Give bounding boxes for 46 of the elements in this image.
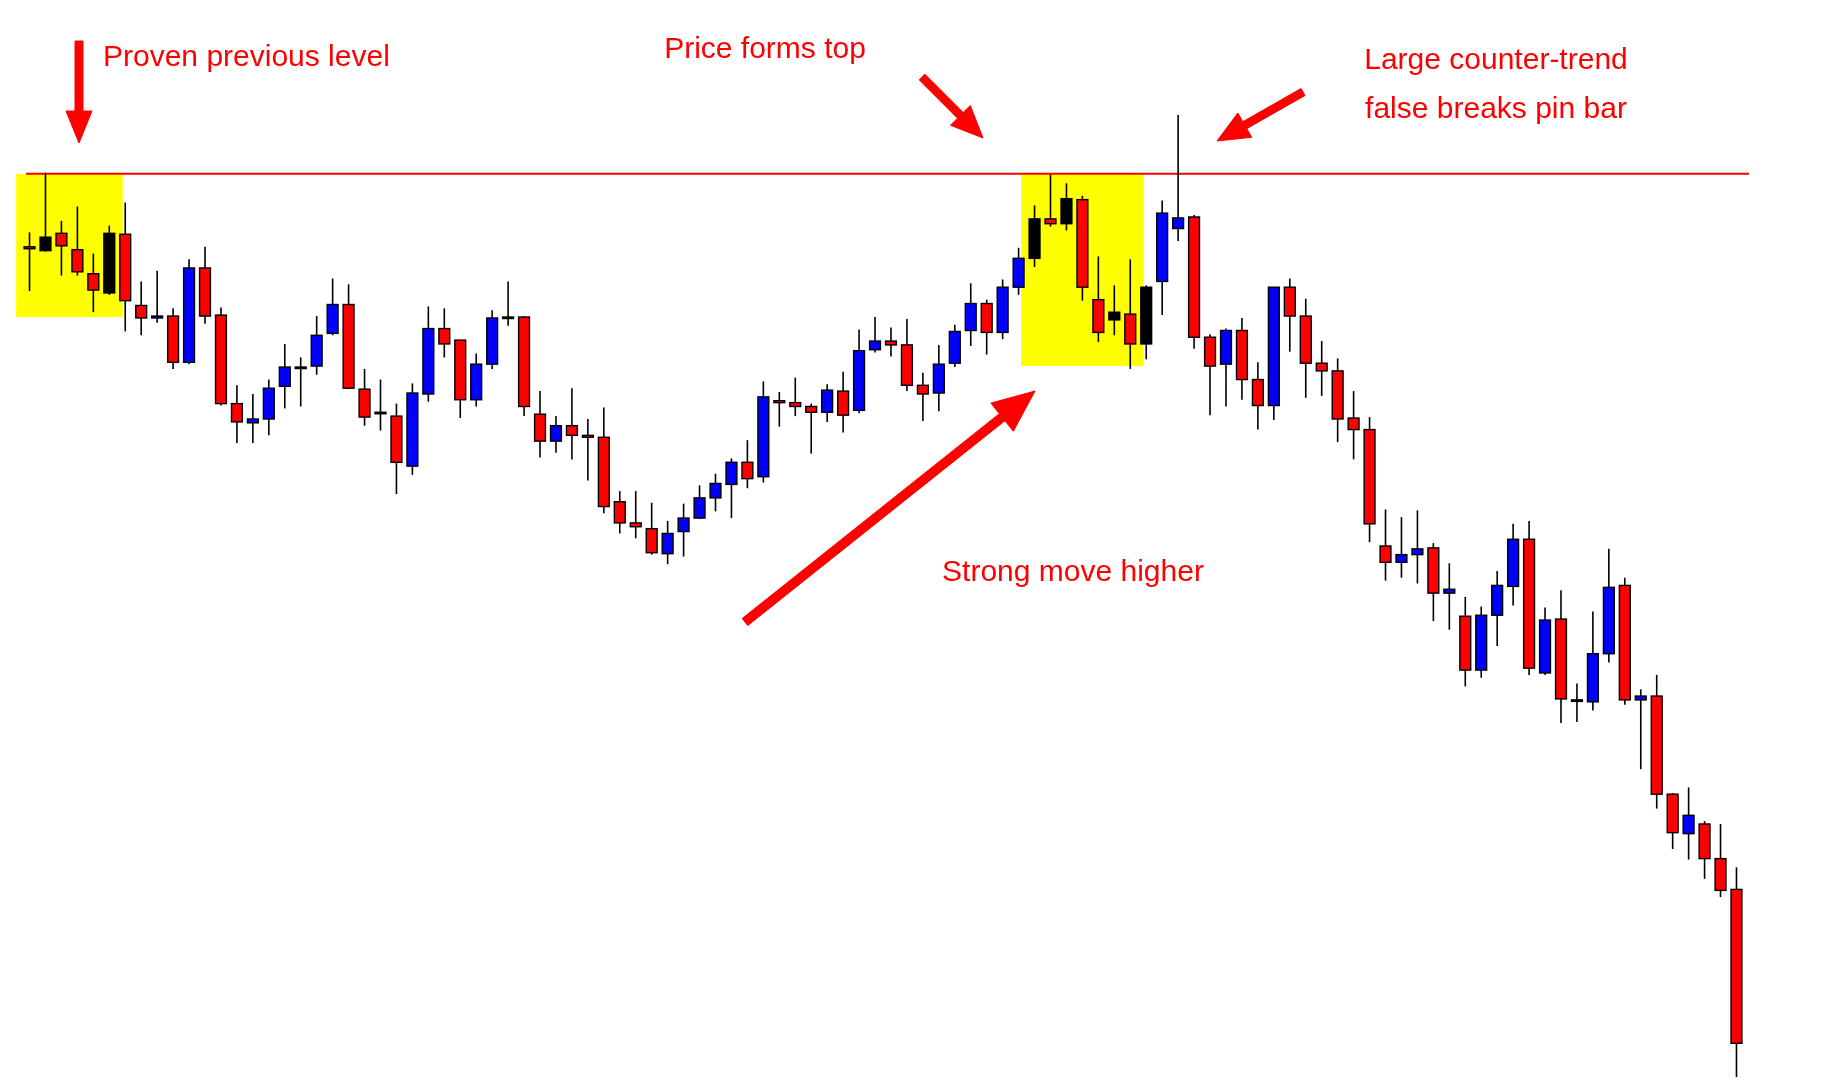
candlestick [1379, 508, 1392, 582]
candlestick [294, 356, 307, 408]
candlestick [501, 280, 515, 327]
candlestick [581, 418, 594, 482]
candlestick [661, 520, 674, 566]
text: Proven previous level [103, 39, 390, 72]
candlestick [1108, 284, 1121, 337]
annotation: Large counter-trend false breaks pin bar [1364, 42, 1628, 124]
candlestick [916, 372, 930, 422]
candlestick [230, 384, 244, 444]
candlestick [1682, 786, 1695, 861]
candlestick [278, 343, 291, 410]
candlestick [821, 383, 834, 423]
candlestick [773, 391, 786, 428]
candlestick [613, 490, 626, 535]
candlestick [1347, 390, 1360, 461]
candlestick [725, 457, 738, 519]
candlestick [1634, 688, 1647, 770]
text: Price forms top [664, 31, 866, 64]
candlestick [438, 307, 451, 359]
candlestick [1443, 562, 1456, 631]
candlestick [1570, 682, 1584, 723]
candlestick [677, 502, 690, 558]
candlestick [868, 316, 882, 354]
candlestick [87, 252, 100, 314]
candlestick [565, 387, 579, 461]
candlestick [789, 376, 802, 417]
candlestick [549, 415, 563, 454]
candlestick [1411, 509, 1424, 585]
candlestick [884, 326, 898, 358]
candlestick [23, 231, 36, 292]
candlestick [1315, 340, 1328, 397]
candlestick [693, 484, 706, 520]
candlestick [1395, 516, 1408, 579]
candlestick [151, 270, 164, 324]
candlestick [1172, 114, 1185, 242]
candlestick [135, 280, 148, 337]
candlestick [39, 171, 52, 253]
annotation: Strong move higher [942, 554, 1204, 587]
candlestick [629, 490, 642, 540]
candlestick [246, 393, 259, 444]
candlestick [709, 473, 722, 513]
candlestick [71, 205, 84, 277]
candlestick [805, 402, 818, 455]
candlestick [55, 220, 68, 277]
candlestick [741, 439, 754, 490]
